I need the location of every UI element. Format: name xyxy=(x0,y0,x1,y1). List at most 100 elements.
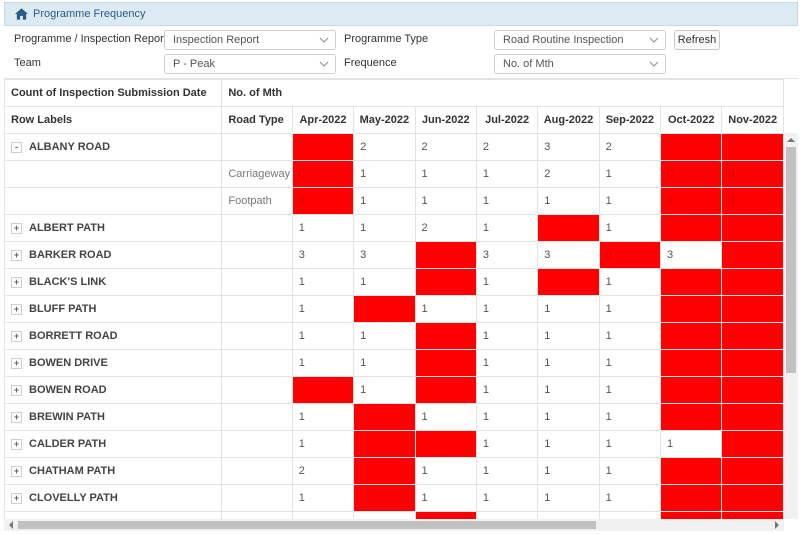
highlighted-value-cell[interactable] xyxy=(721,295,784,323)
value-cell[interactable]: 1 xyxy=(537,187,600,215)
highlighted-value-cell[interactable] xyxy=(353,430,416,458)
value-cell[interactable]: 1 xyxy=(291,322,355,350)
value-cell[interactable]: 1 xyxy=(475,376,539,404)
highlighted-value-cell[interactable] xyxy=(721,322,784,350)
value-cell[interactable]: 1 xyxy=(598,457,662,485)
expand-toggle-icon[interactable]: + xyxy=(11,222,22,234)
month-header[interactable]: Aug-2022 xyxy=(537,106,600,134)
highlighted-value-cell[interactable] xyxy=(660,295,723,323)
value-cell[interactable]: 1 xyxy=(537,484,600,512)
month-header[interactable]: May-2022 xyxy=(353,106,416,134)
value-cell[interactable]: 1 xyxy=(291,430,355,458)
value-cell[interactable]: 2 xyxy=(475,133,539,161)
highlighted-value-cell[interactable]: 0 xyxy=(721,187,784,215)
table-row[interactable]: + BLACK'S LINK 1 1 1 1 xyxy=(4,268,784,296)
value-cell[interactable]: 1 xyxy=(475,484,539,512)
value-cell[interactable]: 2 xyxy=(414,133,477,161)
table-row[interactable]: + BOWEN DRIVE 1 1 1 1 1 xyxy=(4,349,784,377)
highlighted-value-cell[interactable] xyxy=(721,484,784,512)
value-cell[interactable]: 1 xyxy=(598,214,662,242)
table-row[interactable]: + BARKER ROAD 3 3 3 3 0 3 xyxy=(4,241,784,269)
highlighted-value-cell[interactable] xyxy=(660,457,723,485)
home-icon[interactable] xyxy=(15,8,28,20)
report-select[interactable]: Inspection Report xyxy=(164,30,336,50)
expand-toggle-icon[interactable]: + xyxy=(11,276,22,288)
scroll-left-icon[interactable] xyxy=(7,521,15,529)
month-header[interactable]: Apr-2022 xyxy=(291,106,355,134)
highlighted-value-cell[interactable] xyxy=(414,376,477,404)
highlighted-value-cell[interactable] xyxy=(353,295,416,323)
team-select[interactable]: P - Peak xyxy=(164,54,336,74)
value-cell[interactable]: 2 xyxy=(598,133,662,161)
highlighted-value-cell[interactable] xyxy=(721,403,784,431)
highlighted-value-cell[interactable]: 0 xyxy=(721,160,784,188)
value-cell[interactable]: 1 xyxy=(291,268,355,296)
value-cell[interactable]: 1 xyxy=(598,403,662,431)
value-cell[interactable]: 1 xyxy=(598,268,662,296)
value-cell[interactable]: 1 xyxy=(291,349,355,377)
value-cell[interactable]: 1 xyxy=(598,187,662,215)
expand-toggle-icon[interactable]: + xyxy=(11,384,22,396)
highlighted-value-cell[interactable] xyxy=(660,403,723,431)
highlighted-value-cell[interactable] xyxy=(353,403,416,431)
highlighted-value-cell[interactable] xyxy=(721,511,784,520)
table-row[interactable]: + CHATHAM PATH 2 1 1 1 1 xyxy=(4,457,784,485)
value-cell[interactable]: 1 xyxy=(475,457,539,485)
table-row[interactable]: - ALBANY ROAD 2 2 2 3 2 xyxy=(4,133,784,161)
expand-toggle-icon[interactable]: + xyxy=(11,492,22,504)
value-cell[interactable]: 1 xyxy=(475,403,539,431)
value-cell[interactable]: 1 xyxy=(291,403,355,431)
month-header[interactable]: Nov-2022 xyxy=(721,106,784,134)
table-row[interactable]: + CLOVELLY PATH 1 1 1 1 1 xyxy=(4,484,784,512)
vertical-scrollbar[interactable] xyxy=(784,133,798,519)
highlighted-value-cell[interactable] xyxy=(660,133,723,161)
expand-toggle-icon[interactable]: + xyxy=(11,249,22,261)
value-cell[interactable]: 1 xyxy=(475,268,539,296)
table-row[interactable]: + BOWEN ROAD 1 1 1 1 xyxy=(4,376,784,404)
vertical-scroll-thumb[interactable] xyxy=(786,147,796,373)
highlighted-value-cell[interactable] xyxy=(660,484,723,512)
value-cell[interactable]: 1 xyxy=(353,160,416,188)
programme-type-select[interactable]: Road Routine Inspection xyxy=(494,30,666,50)
expand-toggle-icon[interactable]: + xyxy=(11,438,22,450)
highlighted-value-cell[interactable] xyxy=(414,430,477,458)
value-cell[interactable]: 3 xyxy=(660,241,723,269)
value-cell[interactable]: 1 xyxy=(414,187,477,215)
value-cell[interactable]: 1 xyxy=(660,430,723,458)
highlighted-value-cell[interactable]: 0 xyxy=(291,160,355,188)
highlighted-value-cell[interactable] xyxy=(660,376,723,404)
value-cell[interactable]: 1 xyxy=(475,214,539,242)
value-cell[interactable]: 1 xyxy=(537,403,600,431)
value-cell[interactable]: 1 xyxy=(475,295,539,323)
value-cell[interactable]: 3 xyxy=(353,241,416,269)
scroll-right-icon[interactable] xyxy=(773,521,781,529)
value-cell[interactable]: 1 xyxy=(475,349,539,377)
expand-toggle-icon[interactable]: + xyxy=(11,411,22,423)
value-cell[interactable]: 1 xyxy=(598,295,662,323)
value-cell[interactable]: 1 xyxy=(414,295,477,323)
table-row[interactable]: + CALDER PATH 1 1 1 1 1 xyxy=(4,430,784,458)
month-header[interactable]: Sep-2022 xyxy=(598,106,662,134)
value-cell[interactable]: 1 xyxy=(353,214,416,242)
horizontal-scroll-thumb[interactable] xyxy=(18,521,596,529)
highlighted-value-cell[interactable]: 0 xyxy=(660,160,723,188)
highlighted-value-cell[interactable] xyxy=(414,322,477,350)
table-row[interactable]: Footpath 0 1 1 1 1 1 0 0 xyxy=(4,187,784,215)
value-cell[interactable]: 1 xyxy=(598,322,662,350)
value-cell[interactable]: 1 xyxy=(414,160,477,188)
value-cell[interactable]: 1 xyxy=(475,187,539,215)
highlighted-value-cell[interactable] xyxy=(414,268,477,296)
value-cell[interactable]: 3 xyxy=(475,241,539,269)
month-header[interactable]: Jun-2022 xyxy=(414,106,477,134)
month-header[interactable]: Oct-2022 xyxy=(660,106,723,134)
value-cell[interactable]: 1 xyxy=(353,268,416,296)
refresh-button[interactable]: Refresh xyxy=(674,30,720,50)
value-cell[interactable]: 2 xyxy=(537,160,600,188)
expand-toggle-icon[interactable]: + xyxy=(11,357,22,369)
value-cell[interactable]: 1 xyxy=(291,214,355,242)
highlighted-value-cell[interactable] xyxy=(721,241,784,269)
value-cell[interactable]: 1 xyxy=(414,484,477,512)
horizontal-scrollbar[interactable] xyxy=(4,519,784,531)
highlighted-value-cell[interactable] xyxy=(537,268,600,296)
highlighted-value-cell[interactable] xyxy=(721,133,784,161)
